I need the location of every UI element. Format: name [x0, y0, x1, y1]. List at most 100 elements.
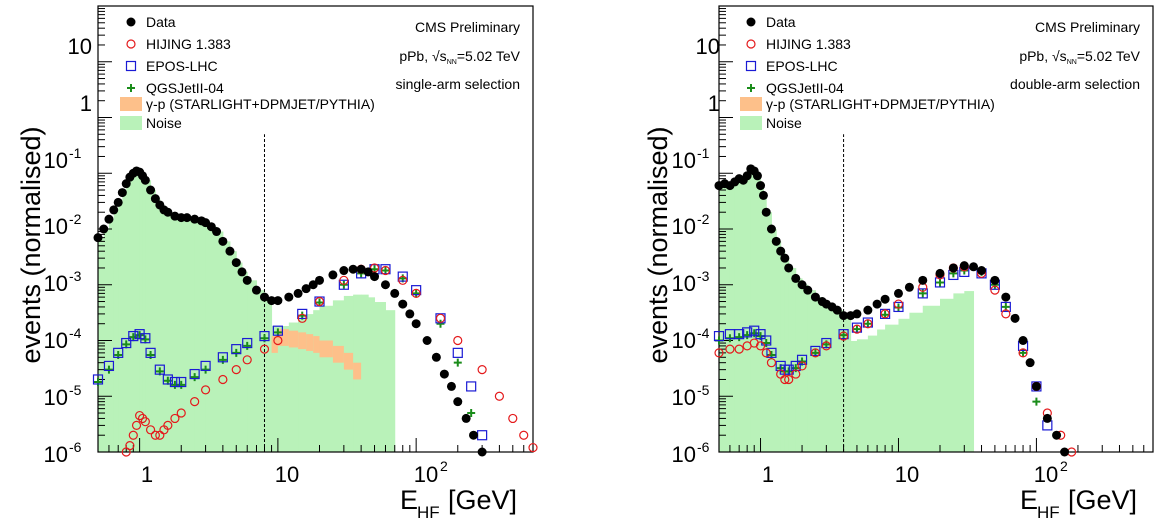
hijing-point: [128, 430, 138, 440]
data-point: [839, 311, 849, 321]
noise-bin: [277, 326, 290, 452]
data-point: [766, 224, 776, 234]
legend-label-gamma-p: γ-p (STARLIGHT+DPMJET/PYTHIA): [766, 96, 995, 112]
epos-point: [810, 345, 821, 357]
data-point: [832, 305, 842, 315]
qgsjet-point: [936, 278, 944, 287]
gamma-p-bin: [313, 336, 320, 353]
gamma-p-bin: [306, 334, 314, 351]
header-experiment: CMS Preliminary: [415, 19, 520, 35]
noise-bin: [264, 297, 273, 452]
series-data: [93, 166, 487, 457]
hijing-point: [725, 344, 735, 354]
noise-bin: [343, 295, 354, 452]
data-point: [880, 294, 890, 304]
y-tick-label: 10: [68, 34, 92, 59]
data-point: [273, 296, 283, 306]
epos-point: [796, 354, 808, 365]
data-point: [990, 275, 1000, 285]
qgsjet-point: [218, 355, 227, 364]
noise-bin: [822, 301, 827, 452]
data-point: [791, 273, 801, 283]
hijing-point: [314, 296, 325, 307]
data-point: [461, 413, 471, 423]
x-axis-label-main: E: [1020, 485, 1038, 515]
data-point: [380, 280, 390, 290]
epos-point: [466, 381, 477, 392]
series-hijing-1-383: [714, 262, 1077, 457]
noise-histogram: [719, 168, 975, 453]
noise-bin: [837, 310, 845, 452]
hijing-point: [863, 319, 873, 329]
data-point: [99, 224, 109, 234]
y-tick-labels-right: 10 -6 10 -5 10 -4 10 -3 10 -2 10 -1 1 10: [672, 34, 720, 467]
epos-point: [169, 376, 181, 388]
noise-bin: [108, 219, 115, 452]
noise-bin: [241, 271, 248, 452]
hijing-point: [218, 374, 228, 385]
data-point: [810, 292, 820, 302]
epos-point: [893, 301, 904, 313]
hijing-point: [163, 420, 173, 431]
header-energy-sqrt: pPb, √s: [399, 48, 446, 64]
noise-bin: [724, 183, 731, 452]
data-point: [405, 309, 415, 319]
hijing-point: [791, 369, 801, 379]
data-point: [948, 263, 958, 273]
header-energy-value: =5.02 TeV: [457, 48, 521, 64]
legend-label-hijing: HIJING 1.383: [766, 36, 851, 52]
noise-bin: [807, 290, 816, 452]
y-tick-exponent: -4: [69, 325, 82, 341]
noise-bin: [145, 180, 152, 452]
data-point: [225, 246, 235, 256]
noise-bin: [964, 291, 975, 452]
qgsjet-point: [135, 331, 144, 340]
header-selection: double-arm selection: [1010, 76, 1140, 92]
epos-point: [851, 322, 863, 333]
noise-bin: [850, 340, 858, 452]
hijing-point: [200, 385, 211, 395]
noise-bin: [867, 335, 878, 452]
hijing-point: [411, 288, 421, 298]
data-point: [390, 288, 400, 298]
noise-bin: [332, 300, 345, 452]
x-tick-label: 10: [895, 462, 919, 487]
x-axis-label-left: E HF [GeV]: [400, 485, 517, 522]
y-tick-label: 10: [672, 148, 696, 173]
data-point: [893, 288, 903, 298]
data-point: [140, 175, 150, 185]
hijing-point: [259, 344, 270, 354]
noise-bin: [760, 185, 764, 452]
y-tick-exponent: -4: [697, 325, 710, 341]
y-tick-label: 10: [696, 34, 720, 59]
series-data: [714, 164, 1070, 457]
data-point: [803, 285, 813, 295]
data-point: [872, 299, 882, 309]
gamma-p-bin: [353, 362, 362, 380]
header-energy: pPb, √sNN=5.02 TeV: [399, 48, 520, 66]
header-energy-sqrt: pPb, √s: [1019, 48, 1066, 64]
hijing-point: [150, 430, 160, 440]
hijing-point: [1018, 348, 1028, 358]
noise-bin: [194, 219, 202, 452]
epos-point: [121, 337, 132, 349]
noise-bin: [743, 180, 748, 452]
y-tick-labels-left: 10 -6 10 -5 10 -4 10 -3 10 -2 10 -1 1 10: [44, 34, 92, 467]
data-point: [218, 236, 228, 246]
epos-point: [154, 364, 165, 375]
y-tick-exponent: -6: [69, 439, 82, 455]
hijing-point: [435, 313, 446, 323]
data-point: [1031, 381, 1041, 391]
noise-bin: [205, 222, 212, 452]
epos-point: [749, 325, 760, 336]
noise-bin: [771, 229, 777, 452]
noise-bin: [201, 220, 207, 452]
noise-bin: [856, 339, 869, 452]
data-point: [771, 236, 781, 246]
noise-bin: [139, 172, 144, 452]
y-tick-label: 10: [672, 328, 696, 353]
data-point: [439, 369, 449, 379]
data-point: [477, 447, 487, 457]
data-point: [109, 205, 119, 215]
epos-point: [128, 330, 139, 342]
